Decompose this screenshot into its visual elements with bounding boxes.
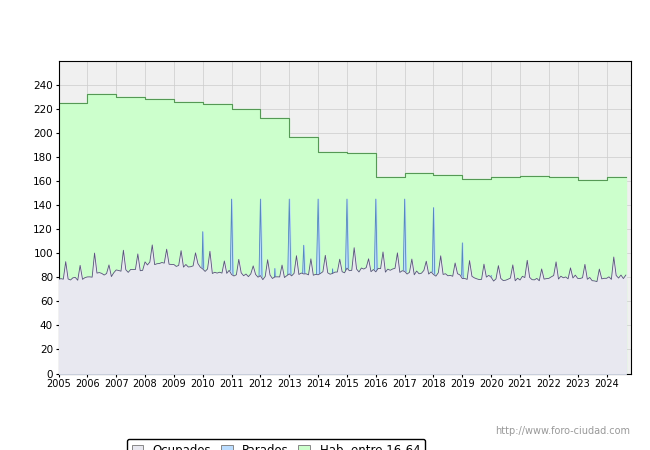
Text: Remondo - Evolucion de la poblacion en edad de Trabajar Septiembre de 2024: Remondo - Evolucion de la poblacion en e…: [79, 19, 571, 32]
Text: http://www.foro-ciudad.com: http://www.foro-ciudad.com: [495, 427, 630, 436]
Legend: Ocupados, Parados, Hab. entre 16-64: Ocupados, Parados, Hab. entre 16-64: [127, 439, 425, 450]
